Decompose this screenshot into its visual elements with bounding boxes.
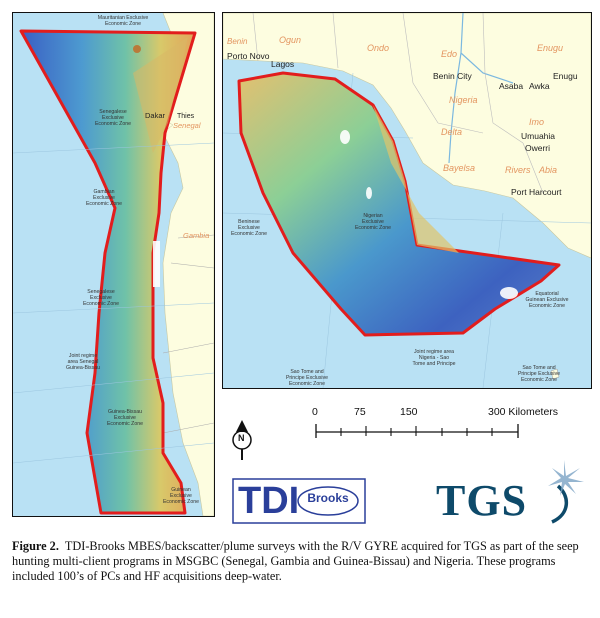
region-ogun: Ogun <box>279 35 302 45</box>
region-ondo: Ondo <box>367 43 390 53</box>
zone-label-guinea-bissau: Guinea-Bissau Exclusive Economic Zone <box>106 409 144 427</box>
region-enugu: Enugu <box>537 43 564 53</box>
left-seamount <box>133 45 141 53</box>
tdi-logo-text: TDI <box>238 480 300 522</box>
right-map-panel: Benin Ogun Ondo Edo Enugu Nigeria Delta … <box>222 12 592 389</box>
right-data-gap-1 <box>340 130 350 144</box>
right-island <box>550 368 560 380</box>
north-letter: N <box>238 433 245 443</box>
tgs-logo: TGS <box>430 456 590 526</box>
left-shelf-highlight <box>133 37 188 153</box>
region-edo: Edo <box>441 49 458 59</box>
zone-label-guinean: Guinean Exclusive Economic Zone <box>162 487 200 505</box>
region-delta: Delta <box>441 127 463 137</box>
tgs-star-icon <box>548 460 584 524</box>
zone-label-joint-regime: Joint regime area Senegal Guinea-Bissau <box>65 353 101 371</box>
brooks-logo-text: Brooks <box>307 491 349 505</box>
left-border-lines <box>162 234 214 434</box>
scale-svg <box>232 420 519 460</box>
tgs-logo-text: TGS <box>436 476 528 525</box>
city-lagos: Lagos <box>271 59 295 69</box>
scale-bar <box>315 424 519 438</box>
city-port-harcourt: Port Harcourt <box>511 187 562 197</box>
tdi-logo-frame <box>232 478 366 524</box>
right-rivers <box>448 13 514 164</box>
city-porto-novo: Porto Novo <box>227 51 270 61</box>
region-senegal: Senegal <box>173 121 201 130</box>
region-abia: Abia <box>539 165 558 175</box>
zone-label-gambia: Gambian Exclusive Economic Zone <box>85 189 123 207</box>
zone-label-equatorial: Equatorial Guinean Exclusive Economic Zo… <box>525 291 569 309</box>
left-map-panel: Mauritanian Exclusive Economic Zone Sene… <box>12 12 215 517</box>
tdi-brooks-logo: TDI Brooks <box>232 478 366 524</box>
right-data-gap-2 <box>366 187 372 199</box>
city-owerri: Owerri <box>525 143 551 153</box>
region-imo: Imo <box>529 117 545 127</box>
region-nigeria: Nigeria <box>449 95 478 105</box>
region-benin-label: Benin <box>227 37 248 46</box>
zone-label-senegal: Senegalese Exclusive Economic Zone <box>94 109 132 127</box>
region-gambia: Gambia <box>183 231 210 240</box>
left-map-canvas <box>13 13 214 516</box>
city-enugu: Enugu <box>553 71 578 81</box>
left-grid-lines <box>13 142 214 464</box>
city-awka: Awka <box>529 81 550 91</box>
zone-label-mauritania: Mauritanian Exclusive Economic Zone <box>97 15 149 27</box>
zone-label-beninese: Beninese Exclusive Economic Zone <box>230 219 268 237</box>
left-survey-fill <box>19 29 197 515</box>
right-land <box>223 13 591 259</box>
scale-tick-0: 0 <box>312 406 318 418</box>
scale-area: N 0 75 150 300 Kilometers <box>222 398 590 478</box>
left-data-gap <box>153 241 160 287</box>
caption-label: Figure 2. <box>12 539 59 553</box>
scale-tick-300: 300 Kilometers <box>488 406 559 418</box>
city-umuahia: Umuahia <box>521 131 556 141</box>
city-benin-city: Benin City <box>433 71 472 81</box>
scale-tick-75: 75 <box>354 406 366 418</box>
city-dakar: Dakar <box>145 111 166 120</box>
zone-label-senegal-south: Senegalese Exclusive Economic Zone <box>82 289 120 307</box>
right-data-gap-3 <box>500 287 518 299</box>
zone-label-joint-nigeria-stp: Joint regime area Nigeria - Sao Tome and… <box>412 349 456 367</box>
right-state-borders <box>252 13 544 194</box>
caption-text: TDI-Brooks MBES/backscatter/plume survey… <box>12 539 579 583</box>
scale-tick-150: 150 <box>400 406 418 418</box>
city-asaba: Asaba <box>499 81 524 91</box>
north-arrow-icon <box>232 420 252 460</box>
right-survey-fill <box>237 71 561 337</box>
figure-caption: Figure 2. TDI-Brooks MBES/backscatter/pl… <box>12 539 592 583</box>
zone-label-sao-tome-2: Sao Tome and Principe Exclusive Economic… <box>517 365 561 383</box>
right-shelf-highlight <box>373 105 459 253</box>
zone-label-sao-tome-1: Sao Tome and Principe Exclusive Economic… <box>285 369 329 387</box>
city-thies: Thies <box>177 113 195 120</box>
right-map-canvas <box>223 13 591 388</box>
zone-label-nigerian: Nigerian Exclusive Economic Zone <box>354 213 392 231</box>
region-bayelsa: Bayelsa <box>443 163 476 173</box>
region-rivers: Rivers <box>505 165 531 175</box>
